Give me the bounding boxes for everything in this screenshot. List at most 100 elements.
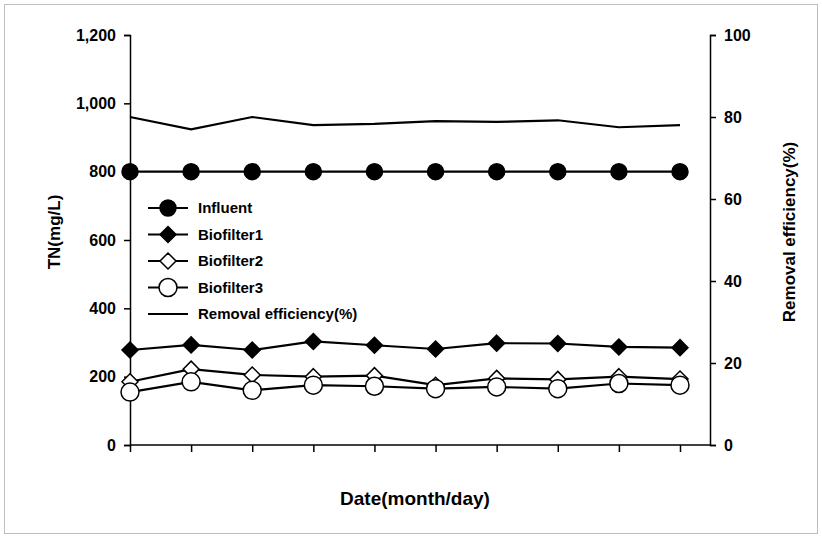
series-line <box>130 341 680 350</box>
tick-mark <box>124 445 130 447</box>
legend-label: Biofilter3 <box>198 279 263 296</box>
legend-item: Biofilter1 <box>148 226 263 243</box>
marker <box>611 339 627 355</box>
marker <box>305 333 321 349</box>
marker <box>428 164 444 180</box>
tick-mark <box>710 35 716 37</box>
marker <box>182 373 200 391</box>
marker <box>365 377 383 395</box>
tick-label: 800 <box>89 163 116 180</box>
tick-mark <box>124 35 130 37</box>
tick <box>436 445 437 452</box>
chart-frame <box>5 5 818 534</box>
marker <box>611 164 627 180</box>
tick-label: 60 <box>724 191 742 208</box>
tick <box>558 445 559 452</box>
legend-marker <box>159 279 177 297</box>
legend-item: Biofilter2 <box>148 252 263 269</box>
plot-area <box>121 117 689 401</box>
marker <box>550 164 566 180</box>
legend-swatch <box>148 313 188 315</box>
tick <box>191 445 192 452</box>
marker <box>183 337 199 353</box>
tick-mark <box>374 445 376 452</box>
tick: 1,000 <box>76 95 130 112</box>
marker <box>304 376 322 394</box>
tick <box>252 445 253 452</box>
tick <box>374 445 375 452</box>
tick-label: 0 <box>724 437 733 454</box>
marker <box>366 337 382 353</box>
tick-mark <box>710 117 716 119</box>
tick-label: 40 <box>724 273 742 290</box>
legend-label: Removal efficiency(%) <box>198 305 357 322</box>
tick-mark <box>435 445 437 452</box>
legend: Influent Biofilter1 Biofilter2 Biofilter3 Re… <box>148 199 357 322</box>
marker <box>488 378 506 396</box>
tick-mark <box>680 445 682 452</box>
marker <box>183 164 199 180</box>
chart: 02004006008001,0001,200020406080100TN(mg… <box>0 0 822 540</box>
legend-label: Biofilter2 <box>198 252 263 269</box>
series-line <box>130 369 680 385</box>
marker <box>243 381 261 399</box>
tick: 40 <box>710 273 742 290</box>
tick-label: 0 <box>107 437 116 454</box>
tick-mark <box>710 363 716 365</box>
legend-item: Biofilter3 <box>148 279 263 297</box>
x-axis-title: Date(month/day) <box>340 488 490 509</box>
marker <box>427 380 445 398</box>
marker <box>550 336 566 352</box>
tick-mark <box>710 199 716 201</box>
marker <box>122 164 138 180</box>
marker <box>366 164 382 180</box>
tick: 0 <box>710 437 733 454</box>
tick-mark <box>191 445 193 452</box>
legend-label: Biofilter1 <box>198 226 263 243</box>
marker <box>121 383 139 401</box>
legend-marker <box>160 253 176 269</box>
y-axis-title: TN(mg/L) <box>45 195 64 270</box>
tick <box>130 445 131 452</box>
marker <box>489 335 505 351</box>
series-line <box>130 117 680 129</box>
x-axis-line <box>130 444 710 446</box>
marker <box>489 164 505 180</box>
legend-marker <box>160 200 176 216</box>
marker <box>671 376 689 394</box>
tick-label: 1,000 <box>76 95 116 112</box>
marker <box>305 164 321 180</box>
tick-label: 400 <box>89 300 116 317</box>
marker <box>428 341 444 357</box>
marker <box>122 342 138 358</box>
tick <box>680 445 681 452</box>
tick: 20 <box>710 355 742 372</box>
legend-label: Influent <box>198 199 252 216</box>
tick-mark <box>124 240 130 242</box>
marker <box>244 164 260 180</box>
legend-marker <box>160 227 176 243</box>
x-axis <box>131 445 681 452</box>
marker <box>549 380 567 398</box>
tick: 80 <box>710 109 742 126</box>
tick: 100 <box>710 27 751 44</box>
tick-mark <box>619 445 621 452</box>
marker <box>672 340 688 356</box>
tick-mark <box>130 445 132 452</box>
tick: 400 <box>89 300 130 317</box>
tick-mark <box>496 445 498 452</box>
marker <box>244 367 260 383</box>
tick: 600 <box>89 232 130 249</box>
tick-mark <box>124 103 130 105</box>
tick-mark <box>252 445 254 452</box>
marker <box>244 342 260 358</box>
tick: 0 <box>107 437 130 454</box>
tick-mark <box>313 445 315 452</box>
tick: 1,200 <box>76 27 130 44</box>
tick-label: 20 <box>724 355 742 372</box>
tick-mark <box>124 308 130 310</box>
legend-item: Removal efficiency(%) <box>148 305 357 322</box>
series-line <box>130 382 680 392</box>
tick <box>497 445 498 452</box>
marker <box>672 164 688 180</box>
